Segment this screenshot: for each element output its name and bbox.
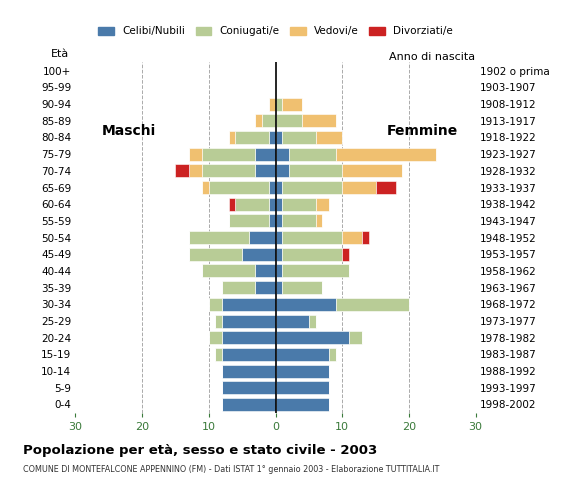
- Bar: [255, 264, 276, 277]
- Bar: [209, 298, 222, 311]
- Bar: [276, 381, 329, 394]
- Bar: [342, 231, 362, 244]
- Bar: [202, 181, 209, 194]
- Bar: [222, 398, 276, 411]
- Bar: [276, 398, 329, 411]
- Bar: [216, 348, 222, 361]
- Bar: [329, 348, 335, 361]
- Bar: [216, 314, 222, 327]
- Bar: [222, 331, 276, 344]
- Bar: [289, 164, 342, 178]
- Bar: [176, 164, 189, 178]
- Bar: [316, 215, 322, 228]
- Bar: [222, 298, 276, 311]
- Bar: [256, 114, 262, 127]
- Bar: [255, 148, 276, 161]
- Text: Anno di nascita: Anno di nascita: [390, 52, 476, 62]
- Bar: [342, 248, 349, 261]
- Bar: [222, 314, 276, 327]
- Bar: [289, 148, 335, 161]
- Bar: [276, 281, 282, 294]
- Bar: [342, 164, 402, 178]
- Bar: [188, 164, 202, 178]
- Bar: [335, 148, 436, 161]
- Bar: [255, 164, 276, 178]
- Bar: [276, 331, 349, 344]
- Bar: [276, 365, 329, 378]
- Bar: [189, 248, 242, 261]
- Bar: [276, 97, 282, 110]
- Bar: [316, 131, 342, 144]
- Bar: [335, 298, 409, 311]
- Bar: [276, 131, 282, 144]
- Bar: [282, 281, 322, 294]
- Bar: [269, 215, 276, 228]
- Bar: [316, 198, 329, 211]
- Text: COMUNE DI MONTEFALCONE APPENNINO (FM) - Dati ISTAT 1° gennaio 2003 - Elaborazion: COMUNE DI MONTEFALCONE APPENNINO (FM) - …: [23, 465, 440, 474]
- Bar: [282, 248, 342, 261]
- Bar: [282, 97, 302, 110]
- Bar: [235, 198, 269, 211]
- Text: Maschi: Maschi: [102, 124, 156, 138]
- Bar: [269, 198, 276, 211]
- Bar: [276, 181, 282, 194]
- Bar: [255, 281, 276, 294]
- Bar: [282, 198, 316, 211]
- Bar: [276, 348, 329, 361]
- Bar: [222, 281, 255, 294]
- Bar: [202, 264, 255, 277]
- Bar: [249, 231, 276, 244]
- Bar: [229, 198, 235, 211]
- Bar: [282, 181, 342, 194]
- Text: Femmine: Femmine: [387, 124, 458, 138]
- Bar: [376, 181, 396, 194]
- Bar: [242, 248, 276, 261]
- Text: Popolazione per età, sesso e stato civile - 2003: Popolazione per età, sesso e stato civil…: [23, 444, 378, 457]
- Bar: [222, 365, 276, 378]
- Bar: [302, 114, 335, 127]
- Bar: [276, 248, 282, 261]
- Bar: [282, 131, 316, 144]
- Bar: [276, 198, 282, 211]
- Bar: [276, 148, 289, 161]
- Bar: [342, 181, 376, 194]
- Bar: [309, 314, 316, 327]
- Bar: [362, 231, 369, 244]
- Bar: [188, 231, 249, 244]
- Bar: [282, 215, 316, 228]
- Bar: [202, 148, 255, 161]
- Bar: [209, 181, 269, 194]
- Bar: [276, 231, 282, 244]
- Bar: [276, 164, 289, 178]
- Bar: [269, 97, 276, 110]
- Bar: [276, 264, 282, 277]
- Bar: [276, 298, 335, 311]
- Bar: [229, 131, 235, 144]
- Bar: [229, 215, 269, 228]
- Bar: [276, 114, 302, 127]
- Bar: [262, 114, 276, 127]
- Bar: [235, 131, 269, 144]
- Bar: [269, 131, 276, 144]
- Bar: [282, 231, 342, 244]
- Bar: [276, 314, 309, 327]
- Bar: [282, 264, 349, 277]
- Bar: [269, 181, 276, 194]
- Legend: Celibi/Nubili, Coniugati/e, Vedovi/e, Divorziati/e: Celibi/Nubili, Coniugati/e, Vedovi/e, Di…: [94, 22, 457, 40]
- Bar: [188, 148, 202, 161]
- Text: Età: Età: [50, 49, 69, 59]
- Bar: [209, 331, 222, 344]
- Bar: [222, 381, 276, 394]
- Bar: [202, 164, 255, 178]
- Bar: [276, 215, 282, 228]
- Bar: [222, 348, 276, 361]
- Bar: [349, 331, 362, 344]
